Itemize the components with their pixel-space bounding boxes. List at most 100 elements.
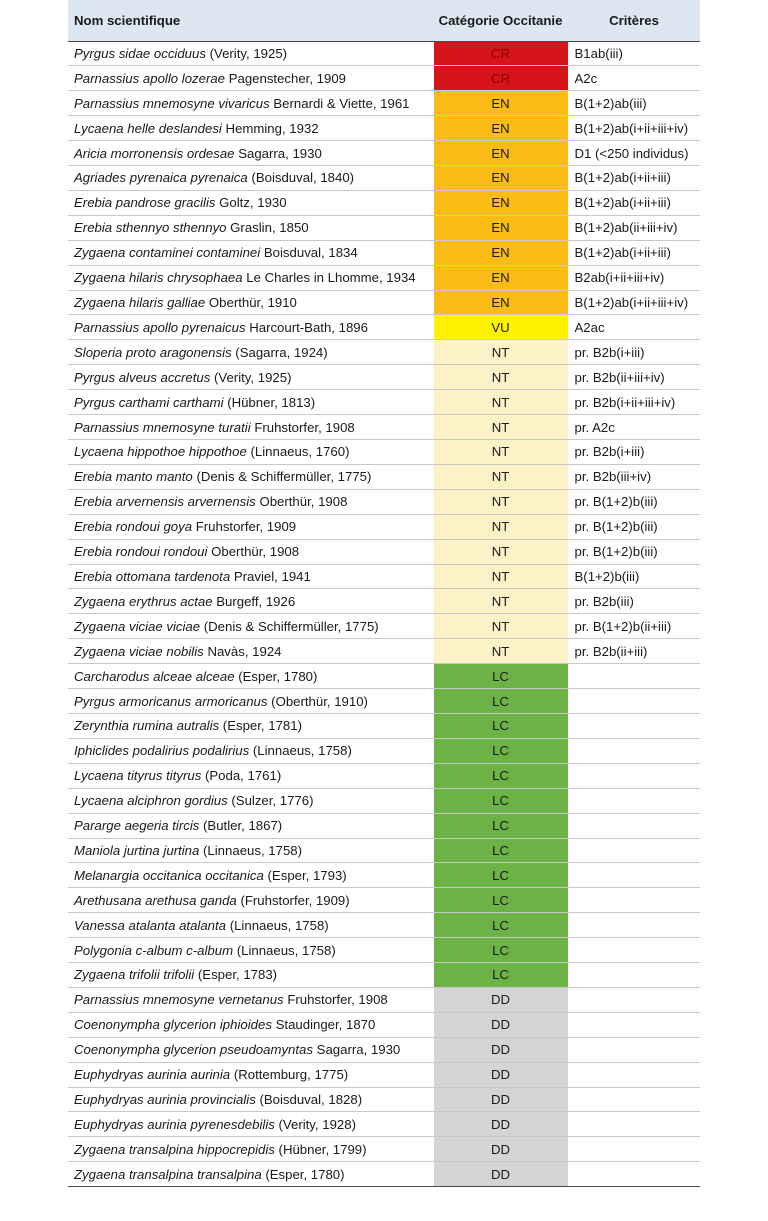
taxon-name: Vanessa atalanta atalanta [74, 917, 227, 933]
scientific-name-cell: Agriades pyrenaica pyrenaica (Boisduval,… [68, 165, 433, 191]
category-cell: LC [432, 937, 569, 964]
scientific-name-cell: Lycaena tityrus tityrus (Poda, 1761) [68, 763, 433, 789]
scientific-name-cell: Erebia sthennyo sthennyo Graslin, 1850 [68, 215, 433, 241]
taxon-name: Sloperia proto aragonensis [74, 344, 232, 360]
taxon-author: Oberthür, 1910 [208, 295, 297, 311]
scientific-name-cell: Pararge aegeria tircis (Butler, 1867) [68, 813, 433, 839]
scientific-name-cell: Pyrgus sidae occiduus (Verity, 1925) [68, 41, 433, 67]
scientific-name-cell: Zygaena viciae viciae (Denis & Schifferm… [68, 613, 433, 640]
criteria-cell: B2ab(i+ii+iii+iv) [568, 265, 700, 291]
taxon-name: Parnassius apollo lozerae [74, 70, 226, 86]
category-cell: NT [432, 564, 569, 590]
taxon-author: Staudinger, 1870 [275, 1017, 376, 1033]
table-row: Zygaena erythrus actae Burgeff, 1926 NT pr… [68, 588, 700, 615]
taxon-name: Pyrgus armoricanus armoricanus [74, 693, 268, 709]
taxon-author: (Linnaeus, 1758) [252, 743, 352, 759]
scientific-name-cell: Zygaena trifolii trifolii (Esper, 1783) [68, 962, 433, 988]
criteria-cell [568, 788, 700, 814]
taxon-name: Iphiclides podalirius podalirius [74, 743, 250, 759]
category-cell: DD [432, 1111, 569, 1138]
category-cell: LC [432, 788, 569, 814]
taxon-author: (Linnaeus, 1758) [203, 842, 303, 858]
category-cell: DD [432, 1012, 569, 1038]
taxon-name: Lycaena tityrus tityrus [74, 768, 202, 784]
taxon-author: Pagenstecher, 1909 [228, 70, 347, 86]
taxon-name: Erebia sthennyo sthennyo [74, 220, 227, 236]
taxon-author: (Rottemburg, 1775) [233, 1067, 349, 1083]
taxon-author: (Esper, 1783) [197, 967, 278, 983]
taxon-author: (Linnaeus, 1758) [236, 942, 336, 958]
table-row: Zygaena trifolii trifolii (Esper, 1783) L… [68, 962, 700, 988]
criteria-cell [568, 1037, 700, 1063]
category-cell: LC [432, 738, 569, 764]
taxon-author: Sagarra, 1930 [316, 1042, 401, 1058]
taxon-name: Zygaena hilaris chrysophaea [74, 270, 243, 286]
criteria-cell: A2ac [568, 314, 700, 341]
taxon-author: (Denis & Schiffermüller, 1775) [196, 469, 372, 485]
table-row: Coenonympha glycerion iphioides Stauding… [68, 1012, 700, 1038]
taxon-author: Fruhstorfer, 1908 [254, 419, 355, 435]
criteria-cell: D1 (<250 individus) [568, 140, 700, 167]
table-header: Nom scientifique Catégorie Occitanie Cri… [68, 0, 700, 42]
scientific-name-cell: Zygaena contaminei contaminei Boisduval,… [68, 240, 433, 266]
table-row: Zerynthia rumina autralis (Esper, 1781) L… [68, 713, 700, 739]
criteria-cell [568, 838, 700, 864]
criteria-cell [568, 1062, 700, 1088]
category-cell: NT [432, 613, 569, 640]
scientific-name-cell: Zygaena viciae nobilis Navàs, 1924 [68, 638, 433, 665]
header-scientific-name: Nom scientifique [68, 0, 433, 42]
taxon-author: (Esper, 1780) [265, 1166, 345, 1182]
taxon-author: Sagarra, 1930 [238, 145, 322, 161]
category-cell: CR [432, 41, 569, 67]
scientific-name-cell: Melanargia occitanica occitanica (Esper,… [68, 862, 433, 889]
taxon-name: Zygaena hilaris galliae [74, 295, 206, 311]
taxon-name: Zygaena trifolii trifolii [74, 967, 195, 983]
category-cell: NT [432, 339, 569, 366]
table-row: Coenonympha glycerion pseudoamyntas Saga… [68, 1037, 700, 1063]
table-row: Euphydryas aurinia pyrenesdebilis (Verit… [68, 1111, 700, 1138]
criteria-cell [568, 1087, 700, 1113]
criteria-cell [568, 738, 700, 764]
category-cell: EN [432, 90, 569, 117]
criteria-cell: B(1+2)ab(i+ii+iii) [568, 190, 700, 216]
taxon-author: (Esper, 1793) [267, 867, 347, 883]
table-row: Erebia arvernensis arvernensis Oberthür,… [68, 489, 700, 515]
criteria-cell: pr. B(1+2)b(iii) [568, 539, 700, 565]
taxon-author: (Verity, 1925) [209, 45, 288, 61]
taxon-name: Parnassius mnemosyne turatii [74, 419, 251, 435]
scientific-name-cell: Parnassius mnemosyne turatii Fruhstorfer… [68, 414, 433, 440]
taxon-author: Bernardi & Viette, 1961 [273, 95, 410, 111]
scientific-name-cell: Zygaena hilaris chrysophaea Le Charles i… [68, 265, 433, 291]
table-row: Parnassius mnemosyne vernetanus Fruhstor… [68, 987, 700, 1013]
scientific-name-cell: Pyrgus carthami carthami (Hübner, 1813) [68, 389, 433, 416]
taxon-name: Parnassius apollo pyrenaicus [74, 319, 246, 335]
criteria-cell: pr. B(1+2)b(iii) [568, 514, 700, 540]
category-cell: EN [432, 265, 569, 291]
criteria-cell [568, 1136, 700, 1163]
table-row: Parnassius apollo lozerae Pagenstecher, … [68, 65, 700, 92]
table-row: Melanargia occitanica occitanica (Esper,… [68, 862, 700, 889]
table-row: Lycaena alciphron gordius (Sulzer, 1776)… [68, 788, 700, 814]
category-cell: NT [432, 439, 569, 465]
criteria-cell [568, 887, 700, 914]
taxon-name: Erebia arvernensis arvernensis [74, 494, 256, 510]
taxon-author: Goltz, 1930 [219, 195, 287, 211]
category-cell: LC [432, 688, 569, 714]
red-list-table: Nom scientifique Catégorie Occitanie Cri… [68, 0, 700, 1188]
criteria-cell [568, 713, 700, 739]
criteria-cell: pr. B2b(ii+iii) [568, 638, 700, 665]
taxon-author: (Butler, 1867) [203, 818, 283, 834]
scientific-name-cell: Erebia pandrose gracilis Goltz, 1930 [68, 190, 433, 216]
table-row: Zygaena transalpina hippocrepidis (Hübne… [68, 1136, 700, 1163]
scientific-name-cell: Erebia ottomana tardenota Praviel, 1941 [68, 564, 433, 590]
category-cell: LC [432, 813, 569, 839]
table-row: Lycaena helle deslandesi Hemming, 1932 EN… [68, 115, 700, 142]
taxon-name: Lycaena alciphron gordius [74, 793, 228, 809]
scientific-name-cell: Erebia arvernensis arvernensis Oberthür,… [68, 489, 433, 515]
scientific-name-cell: Pyrgus armoricanus armoricanus (Oberthür… [68, 688, 433, 714]
category-cell: DD [432, 987, 569, 1013]
taxon-name: Agriades pyrenaica pyrenaica [74, 170, 248, 186]
category-cell: LC [432, 713, 569, 739]
criteria-cell: B(1+2)ab(i+ii+iii) [568, 240, 700, 266]
taxon-author: Oberthür, 1908 [211, 544, 300, 560]
